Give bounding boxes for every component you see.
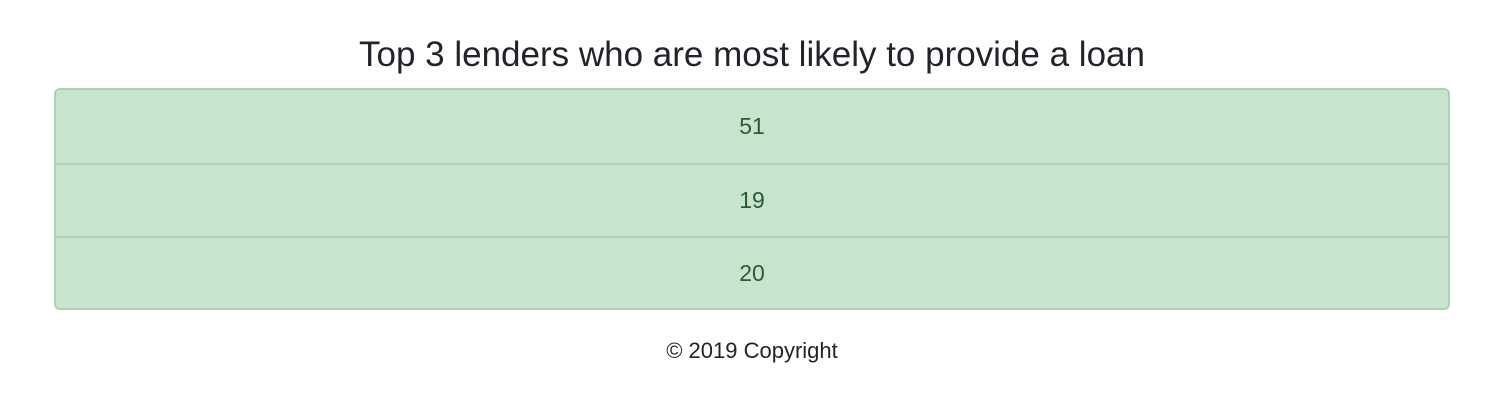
list-item[interactable]: 20 [56,236,1448,308]
footer-copyright: © 2019 Copyright [666,338,838,363]
lender-list: 51 19 20 [54,88,1450,310]
list-item[interactable]: 51 [56,90,1448,163]
list-item[interactable]: 19 [56,163,1448,236]
page-title: Top 3 lenders who are most likely to pro… [359,35,1145,74]
